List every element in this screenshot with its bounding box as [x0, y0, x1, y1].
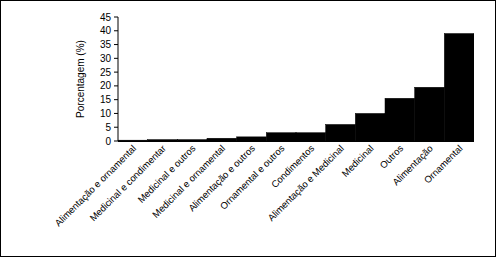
bar — [355, 113, 385, 141]
y-axis — [118, 17, 119, 141]
y-tick-label: 25 — [100, 67, 112, 78]
y-tick-label: 20 — [100, 80, 112, 91]
chart: 0 5 10 15 20 25 30 35 40 45 Porcentagem (%) Aliment… — [0, 0, 496, 257]
bar — [237, 137, 267, 141]
y-axis-label: Porcentagem (%) — [75, 40, 86, 118]
y-tick-label: 40 — [100, 25, 112, 36]
y-tick — [114, 44, 118, 45]
y-tick-label: 30 — [100, 53, 112, 64]
y-tick — [114, 72, 118, 73]
bars — [118, 34, 474, 141]
y-tick — [114, 17, 118, 18]
y-tick — [114, 141, 118, 142]
bar — [296, 133, 326, 141]
y-tick — [114, 30, 118, 31]
y-tick — [114, 113, 118, 114]
x-axis — [118, 141, 474, 142]
y-tick — [114, 127, 118, 128]
y-tick-label: 5 — [105, 122, 111, 133]
y-tick-label: 15 — [100, 94, 112, 105]
y-tick-label: 45 — [100, 12, 112, 23]
y-tick — [114, 58, 118, 59]
bar — [266, 133, 296, 141]
y-tick — [114, 99, 118, 100]
bar — [385, 98, 415, 141]
x-tick-label: Medicinal — [339, 143, 375, 179]
x-tick-label: Outros — [377, 142, 405, 170]
bar — [326, 124, 356, 141]
bar — [148, 140, 178, 141]
x-tick-label: Alimentação e Medicinal — [265, 143, 346, 224]
y-tick-label: 35 — [100, 39, 112, 50]
y-tick-label: 10 — [100, 108, 112, 119]
bar — [177, 140, 207, 141]
bar — [207, 138, 237, 141]
bar — [118, 140, 148, 141]
bar — [415, 87, 445, 141]
figure-frame — [1, 1, 496, 257]
y-tick — [114, 85, 118, 86]
bar — [444, 34, 474, 141]
x-tick-label: Ornamental — [422, 143, 465, 186]
y-tick-label: 0 — [105, 136, 111, 147]
